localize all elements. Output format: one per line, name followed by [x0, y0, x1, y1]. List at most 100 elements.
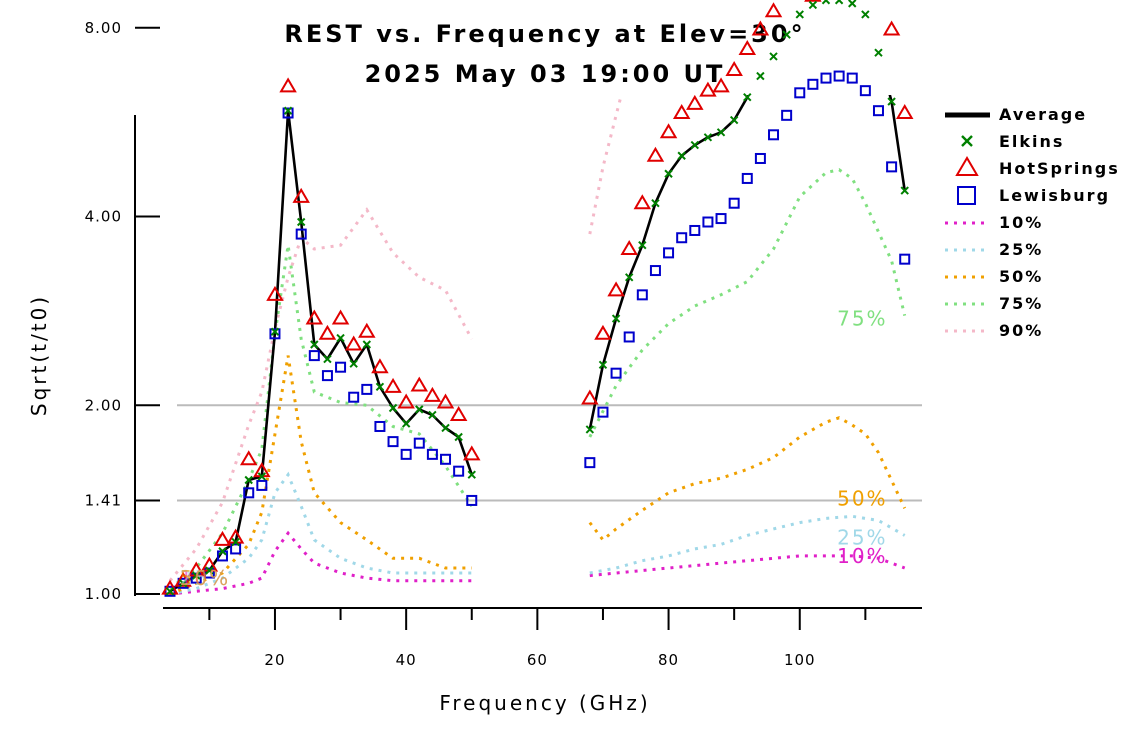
hotsprings-marker	[804, 0, 822, 2]
elkins-marker	[310, 340, 319, 349]
elkins-marker	[454, 432, 463, 442]
hotsprings-marker	[594, 324, 612, 340]
elkins-marker	[808, 0, 818, 10]
elkins-marker	[756, 71, 765, 81]
hotsprings-marker	[659, 123, 678, 139]
series-line-average	[169, 109, 474, 593]
series-line-75pct	[588, 168, 907, 438]
elkins-marker	[244, 475, 253, 485]
elkins-marker	[861, 10, 870, 19]
elkins-marker	[585, 425, 595, 434]
legend-label: 10%	[999, 213, 1043, 232]
hotsprings-marker	[686, 94, 704, 110]
tick-labels: 1.00 1.41 2.00 4.00 8.00 20 40 60 80 100	[85, 19, 815, 669]
elkins-marker	[703, 133, 713, 142]
y-tick-label: 1.41	[85, 491, 122, 509]
hotsprings-marker	[161, 579, 179, 595]
lewisburg-marker	[872, 105, 884, 117]
lewisburg-marker	[623, 331, 635, 343]
lewisburg-marker	[335, 361, 347, 373]
lewisburg-marker	[413, 437, 425, 449]
legend-label: 50%	[999, 267, 1043, 286]
legend-item-25pct: 25%	[945, 240, 1041, 259]
elkins-marker	[848, 0, 857, 8]
hotsprings-marker	[410, 376, 429, 392]
lewisburg-marker	[610, 367, 622, 379]
hotsprings-marker	[436, 393, 455, 409]
percentile-label: 75%	[837, 307, 887, 331]
elkins-marker	[178, 579, 188, 588]
elkins-marker	[729, 115, 739, 125]
lewisburg-marker	[426, 448, 438, 460]
hotsprings-marker	[895, 104, 914, 119]
elkins-marker	[638, 240, 647, 250]
lewisburg-marker	[400, 448, 412, 460]
hotsprings-marker	[371, 358, 389, 374]
elkins-marker	[270, 327, 280, 336]
lewisburg-marker	[649, 265, 661, 277]
elkins-marker	[323, 354, 332, 364]
elkins-marker	[441, 423, 450, 433]
y-tick-label: 2.00	[85, 396, 122, 414]
lewisburg-marker	[584, 457, 596, 469]
hotsprings-marker	[725, 61, 743, 77]
hotsprings-marker	[751, 20, 770, 36]
hotsprings-marker	[646, 146, 665, 162]
elkins-marker	[900, 186, 909, 195]
lewisburg-marker	[348, 391, 360, 403]
hotsprings-marker	[764, 2, 783, 18]
hotsprings-marker	[358, 322, 376, 338]
lewisburg-marker	[846, 72, 858, 84]
elkins-marker	[716, 128, 726, 137]
lewisburg-marker	[781, 109, 793, 121]
lewisburg-marker	[859, 85, 871, 97]
elkins-marker	[362, 340, 372, 349]
hotsprings-marker	[266, 285, 284, 301]
lewisburg-marker	[387, 436, 399, 448]
hotsprings-marker	[239, 450, 258, 466]
elkins-marker	[821, 0, 831, 5]
percentile-label: 10%	[837, 544, 887, 568]
series-line-50pct	[169, 355, 472, 596]
lewisburg-marker	[308, 350, 320, 362]
hotsprings-marker	[397, 393, 415, 409]
legend-item-hotsprings: HotSprings	[955, 156, 1118, 178]
percentile-label: 25%	[180, 566, 230, 590]
legend-label: Elkins	[999, 132, 1064, 151]
elkins-marker	[205, 566, 214, 575]
legend: Average Elkins HotSprings Lewisburg 10% 25% 50…	[945, 105, 1118, 340]
reference-lines	[177, 404, 922, 502]
chart-title: REST vs. Frequency at Elev=30°	[284, 20, 805, 48]
hotsprings-marker	[672, 104, 691, 119]
series-line-50pct	[588, 416, 907, 543]
elkins-marker	[624, 273, 634, 282]
elkins-marker	[401, 419, 411, 428]
x-axis-label: Frequency (GHz)	[439, 691, 650, 715]
legend-item-75pct: 75%	[945, 294, 1041, 313]
lewisburg-marker	[230, 543, 242, 555]
elkins-marker	[415, 405, 424, 414]
y-tick-label: 8.00	[85, 19, 122, 37]
lewisburg-marker	[243, 487, 255, 499]
elkins-marker	[283, 106, 293, 115]
legend-item-50pct: 50%	[945, 267, 1043, 286]
hotsprings-marker	[449, 405, 468, 421]
hotsprings-marker	[620, 240, 638, 256]
elkins-marker	[598, 360, 608, 370]
hotsprings-marker	[738, 40, 757, 55]
elkins-marker	[231, 537, 240, 547]
elkins-marker	[795, 10, 804, 19]
elkins-marker	[769, 52, 778, 61]
lewisburg-marker	[321, 370, 333, 382]
hotsprings-marker	[423, 386, 442, 402]
lewisburg-marker	[663, 247, 675, 259]
elkins-marker	[690, 140, 700, 150]
lewisburg-marker	[820, 72, 832, 84]
hotsprings-marker	[279, 77, 297, 93]
legend-item-lewisburg: Lewisburg	[957, 186, 1108, 205]
elkins-marker	[834, 0, 844, 5]
elkins-marker	[257, 472, 267, 481]
lewisburg-marker	[636, 289, 648, 301]
lewisburg-marker	[597, 406, 609, 418]
lewisburg-marker	[794, 87, 806, 99]
